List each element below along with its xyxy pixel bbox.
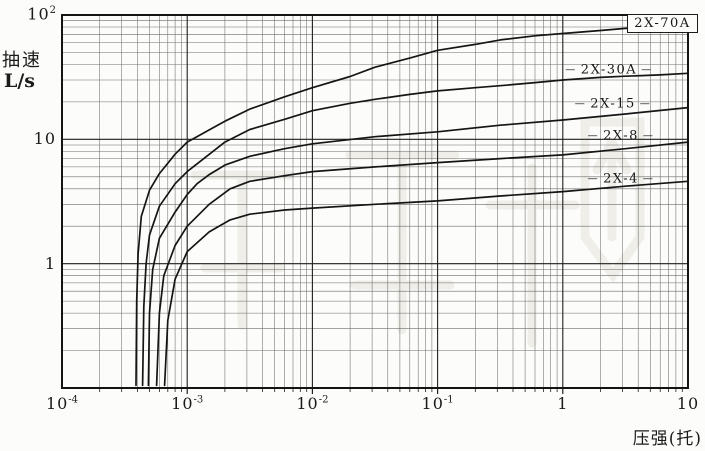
curve-2x-15 [147, 106, 689, 387]
curve-2x-70a [135, 25, 689, 387]
curve-2x-30a [141, 72, 689, 387]
y-axis-title: 抽速 [2, 50, 42, 71]
y-tick-1: 1 [44, 253, 56, 273]
x-tick-1: 1 [557, 394, 569, 413]
minor-gridlines [62, 15, 688, 388]
y-tick-10: 10 [33, 129, 56, 149]
y-tick-100: 102 [27, 4, 56, 24]
curve-2x-4 [163, 180, 689, 387]
x-tick-0.1: 10-1 [421, 394, 454, 413]
x-axis-title: 压强(托) [632, 429, 702, 449]
curve-label-2x-8: 2X-8 [588, 129, 655, 144]
x-tick-0.001: 10-3 [171, 394, 204, 413]
x-tick-10: 10 [676, 394, 700, 413]
curve-label-2x-70a: 2X-70A [627, 14, 698, 33]
x-tick-0.01: 10-2 [296, 394, 329, 413]
major-gridlines [62, 15, 688, 388]
curve-label-2x-30a: 2X-30A [565, 63, 652, 78]
pump-speed-curves [135, 25, 689, 387]
watermark [190, 117, 645, 348]
curve-label-2x-4: 2X-4 [588, 172, 655, 187]
x-tick-0.0001: 10-4 [45, 394, 79, 413]
curve-2x-8 [155, 141, 689, 387]
plot-border [61, 14, 689, 389]
curve-label-2x-15: 2X-15 [575, 97, 652, 112]
y-axis-unit: L/s [4, 70, 35, 92]
